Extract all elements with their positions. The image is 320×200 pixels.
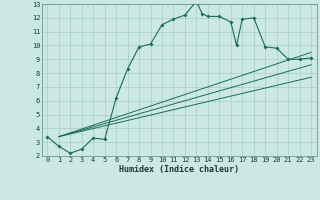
X-axis label: Humidex (Indice chaleur): Humidex (Indice chaleur) (119, 165, 239, 174)
